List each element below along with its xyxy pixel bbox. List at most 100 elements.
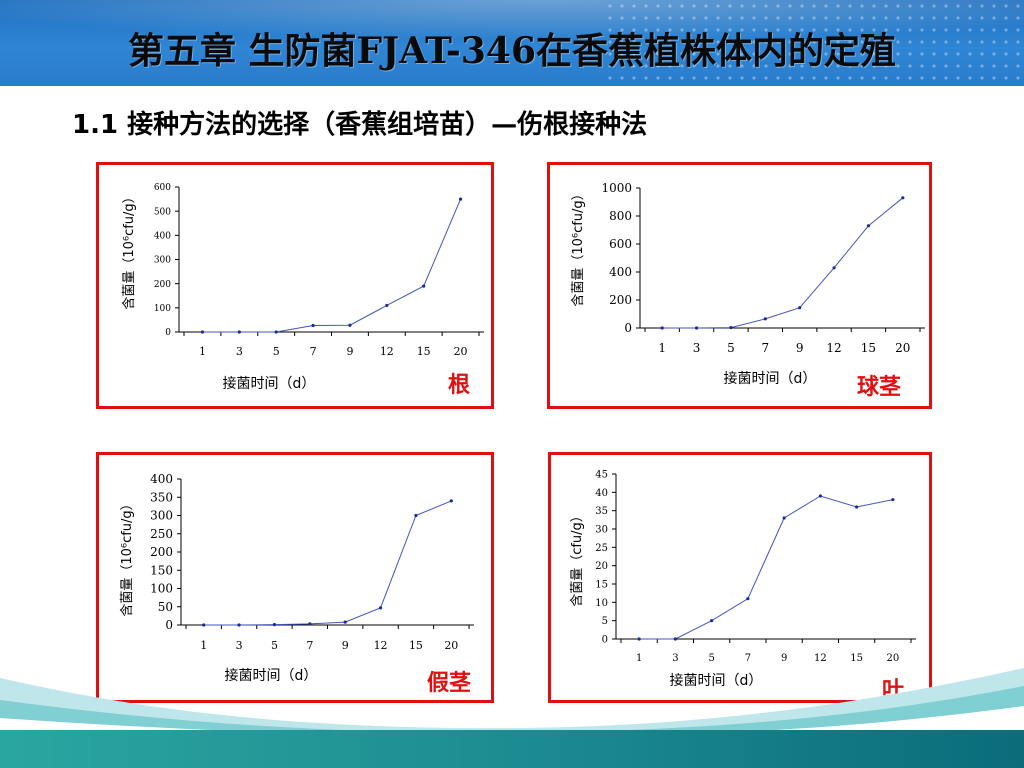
- y-tick-label: 300: [154, 256, 171, 266]
- y-tick-label: 200: [154, 280, 171, 290]
- y-tick-label: 0: [602, 635, 608, 646]
- x-tick-label: 9: [342, 639, 349, 652]
- data-point: [274, 330, 278, 334]
- y-tick-label: 150: [150, 563, 173, 577]
- data-point: [832, 266, 836, 270]
- data-point: [710, 619, 714, 623]
- x-tick-label: 3: [236, 345, 243, 358]
- series-line: [202, 198, 462, 333]
- data-point: [763, 317, 767, 321]
- x-tick-label: 1: [658, 341, 666, 355]
- y-tick-label: 250: [150, 527, 173, 541]
- x-tick-label: 7: [761, 341, 769, 355]
- data-point: [414, 513, 418, 518]
- data-point: [891, 498, 895, 502]
- chart-panel-leaf: 0 5 10 15 20 25 30 35 40 45 1 3 5 7 9 12 15 20 接菌时间（d） 含菌量（…: [548, 452, 932, 703]
- chart-tag-corm: 球茎: [857, 375, 902, 400]
- x-tick-label: 20: [444, 639, 458, 652]
- data-point: [202, 623, 206, 627]
- y-axis-title: 含菌量（10⁶cfu/g）: [121, 190, 137, 309]
- data-point: [308, 622, 312, 626]
- data-point: [237, 330, 241, 334]
- x-tick-label: 20: [895, 341, 910, 355]
- x-tick-label: 7: [306, 639, 313, 652]
- x-tick-label: 1: [199, 345, 206, 358]
- x-axis-title: 接菌时间（d）: [724, 370, 817, 387]
- x-tick-label: 15: [417, 345, 431, 358]
- x-tick-label: 7: [745, 653, 751, 664]
- chart-tag-pseudostem: 假茎: [427, 671, 472, 696]
- data-point: [866, 224, 871, 228]
- data-point: [237, 623, 241, 627]
- y-tick-label: 35: [595, 506, 608, 517]
- data-point: [746, 597, 750, 601]
- data-point: [272, 623, 277, 627]
- series-line: [662, 197, 904, 329]
- chart-panel-corm: 0 200 400 600 800 1000 1 3 5 7 9 12 15 20 接菌时间（d） 含菌量（1…: [547, 162, 932, 409]
- data-point: [694, 326, 699, 330]
- data-point: [422, 284, 426, 288]
- data-point: [378, 606, 383, 610]
- y-tick-label: 400: [609, 265, 632, 279]
- data-point: [311, 323, 315, 328]
- data-point: [782, 516, 786, 520]
- x-tick-label: 5: [727, 341, 735, 355]
- y-tick-label: 100: [150, 582, 173, 596]
- x-tick-label: 20: [454, 345, 468, 358]
- x-tick-label: 5: [271, 639, 278, 652]
- section-subtitle: 1.1 接种方法的选择（香蕉组培苗）—伤根接种法: [72, 110, 648, 140]
- y-tick-label: 1000: [601, 181, 632, 195]
- y-tick-label: 500: [154, 207, 171, 217]
- x-tick-label: 15: [409, 639, 423, 652]
- x-tick-label: 15: [850, 653, 863, 664]
- x-tick-label: 12: [826, 341, 841, 355]
- data-point: [385, 303, 389, 308]
- x-tick-label: 12: [380, 345, 394, 358]
- x-tick-label: 5: [708, 653, 714, 664]
- data-point: [818, 494, 822, 498]
- y-axis-title: 含菌量（10⁶cfu/g）: [119, 497, 135, 616]
- x-tick-label: 12: [374, 639, 388, 652]
- y-tick-label: 30: [595, 525, 608, 536]
- chart-pseudostem: 0 50 100 150 200 250 300 350 400 1 3 5 7 9 12 15 20 接菌时间（…: [119, 472, 474, 684]
- y-tick-label: 100: [154, 304, 171, 314]
- y-tick-label: 400: [150, 472, 173, 486]
- data-point: [901, 196, 905, 200]
- data-point: [855, 505, 859, 509]
- data-point: [673, 637, 677, 641]
- series-line: [639, 495, 893, 640]
- data-point: [458, 197, 463, 201]
- header-dot-pattern: [604, 0, 1024, 86]
- y-tick-label: 600: [609, 237, 632, 251]
- y-tick-label: 0: [624, 321, 632, 335]
- chart-root: 0 100 200 300 400 500 600 1 3 5 7 9 12 15 20 接菌时间（d） 含菌量…: [121, 183, 484, 392]
- data-point: [449, 499, 453, 503]
- x-tick-label: 3: [236, 639, 243, 652]
- x-tick-label: 7: [310, 345, 317, 358]
- data-point: [343, 620, 347, 624]
- y-tick-label: 800: [609, 209, 632, 223]
- data-point: [348, 323, 352, 327]
- x-axis-title: 接菌时间（d）: [223, 375, 316, 392]
- chart-panel-root: 0 100 200 300 400 500 600 1 3 5 7 9 12 15 20 接菌时间（d） 含菌量…: [96, 162, 494, 409]
- x-tick-label: 9: [781, 653, 787, 664]
- y-tick-label: 350: [150, 490, 173, 504]
- y-tick-label: 0: [165, 618, 173, 632]
- data-point: [200, 330, 205, 334]
- y-tick-label: 600: [154, 183, 171, 193]
- chart-tag-leaf: 叶: [882, 678, 905, 703]
- x-tick-label: 3: [693, 341, 701, 355]
- x-tick-label: 20: [887, 653, 900, 664]
- y-tick-label: 25: [595, 543, 608, 554]
- slide-header: [0, 0, 1024, 86]
- data-point: [729, 325, 733, 330]
- x-axis-title: 接菌时间（d）: [670, 672, 763, 689]
- x-tick-label: 15: [861, 341, 876, 355]
- chart-corm: 0 200 400 600 800 1000 1 3 5 7 9 12 15 20 接菌时间（d） 含菌量（1…: [570, 181, 925, 387]
- x-tick-label: 9: [796, 341, 804, 355]
- x-tick-label: 1: [636, 653, 642, 664]
- footer-band: [0, 730, 1024, 768]
- y-tick-label: 400: [154, 231, 171, 241]
- y-tick-label: 50: [158, 600, 173, 614]
